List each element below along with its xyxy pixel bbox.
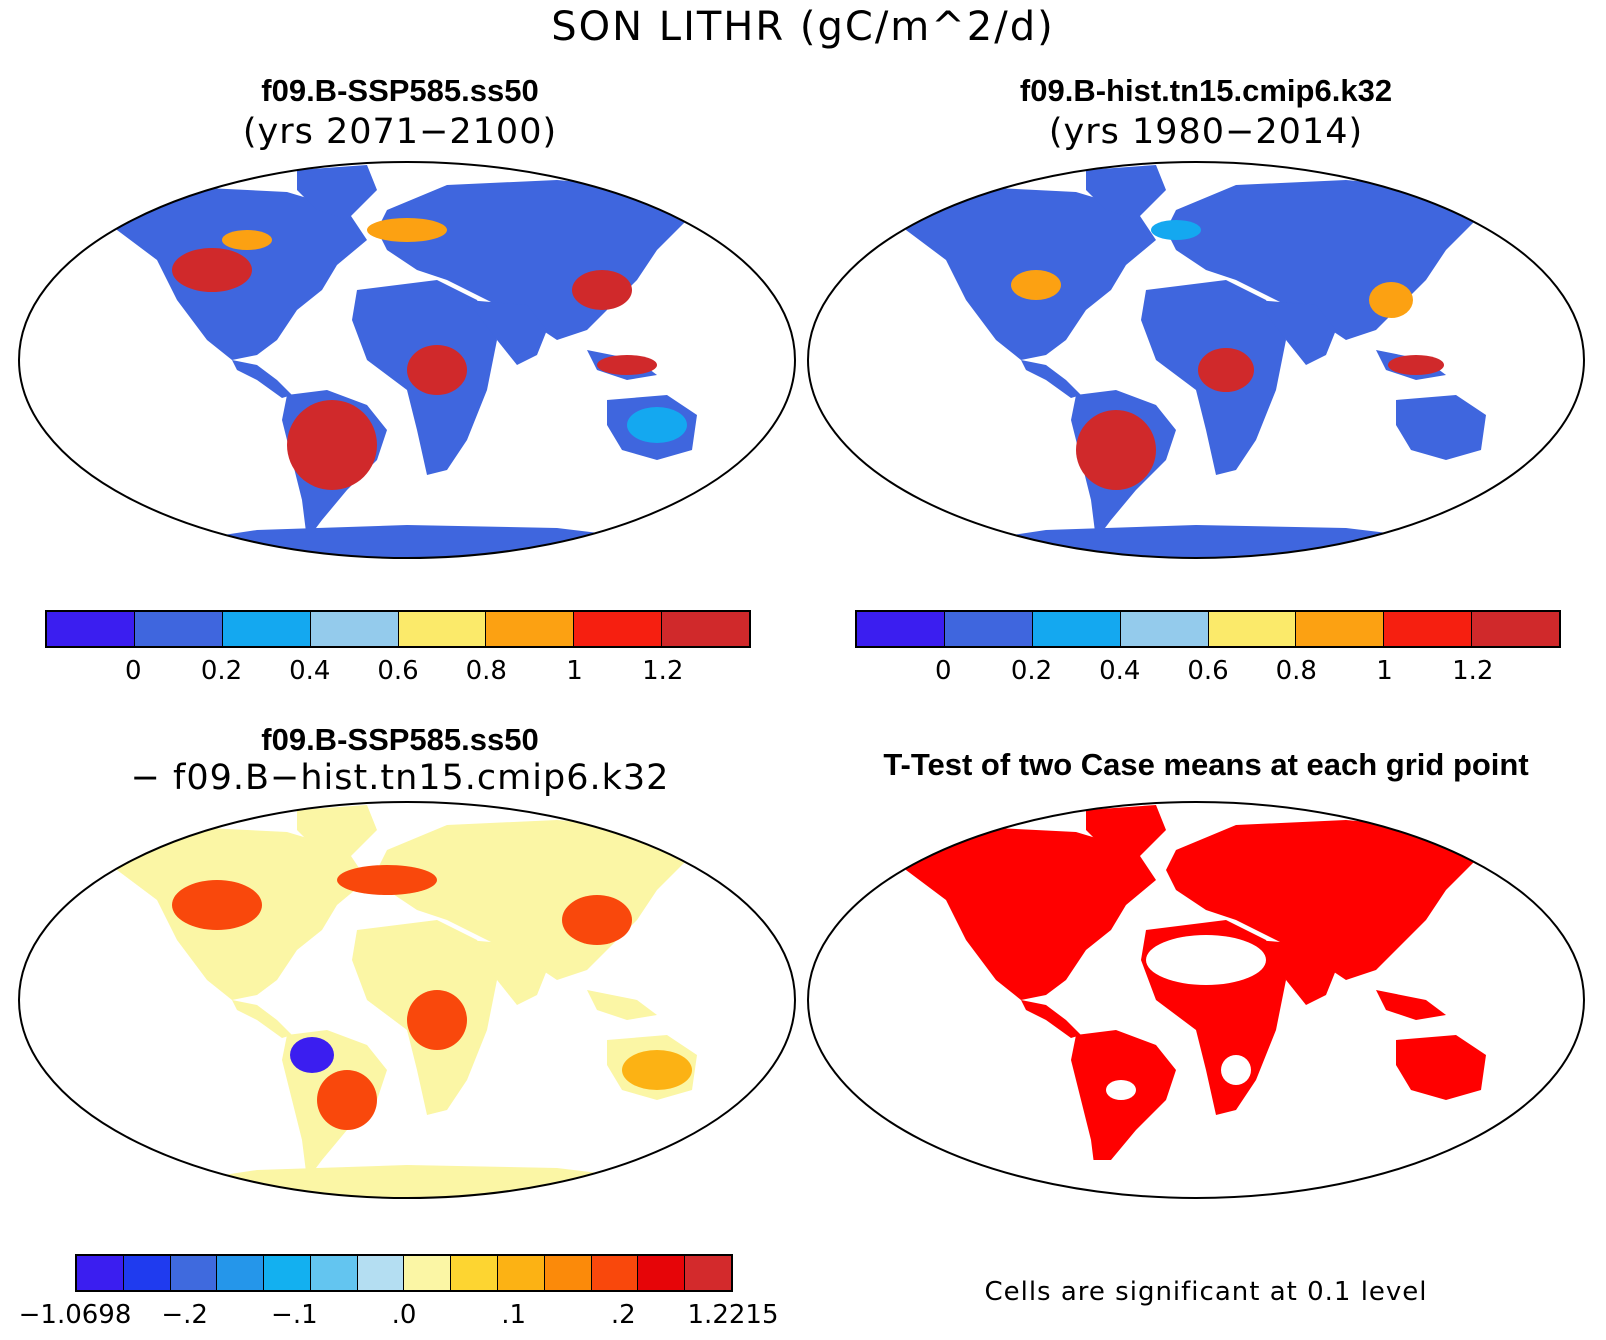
colorbar-swatch-12 <box>638 1256 686 1290</box>
colorbar-tick-label: −.1 <box>271 1300 318 1330</box>
colorbar-tick-label: 1.2 <box>1452 656 1494 686</box>
colorbar-swatch-3 <box>217 1256 265 1290</box>
colorbar-tick-label: 0.6 <box>377 656 419 686</box>
colorbar-swatch-1 <box>134 612 223 646</box>
colorbar-top-left: 0 0.2 0.4 0.6 0.8 1 1.2 <box>45 610 751 696</box>
colorbar-tick-label: 0.8 <box>465 656 507 686</box>
colorbar-swatch-4 <box>1208 612 1297 646</box>
colorbar-swatch-7 <box>404 1256 452 1290</box>
colorbar-swatches <box>855 610 1561 648</box>
colorbar-ticks: 0 0.2 0.4 0.6 0.8 1 1.2 <box>855 656 1561 696</box>
colorbar-swatch-6 <box>1384 612 1473 646</box>
map-border-top-left <box>18 161 796 559</box>
colorbar-swatch-9 <box>498 1256 545 1290</box>
colorbar-swatch-7 <box>662 612 749 646</box>
panel-title-top-left: f09.B-SSP585.ss50 <box>261 73 539 108</box>
colorbar-top-right: 0 0.2 0.4 0.6 0.8 1 1.2 <box>855 610 1561 696</box>
significance-footnote: Cells are significant at 0.1 level <box>984 1277 1428 1307</box>
colorbar-swatch-2 <box>222 612 311 646</box>
panel-subtitle-bottom-left: − f09.B−hist.tn15.cmip6.k32 <box>130 758 670 798</box>
colorbar-swatch-5 <box>310 1256 358 1290</box>
map-border-bottom-right <box>807 801 1585 1199</box>
colorbar-swatches <box>75 1254 733 1292</box>
colorbar-swatch-1 <box>944 612 1033 646</box>
colorbar-tick-label: −1.0698 <box>18 1300 132 1330</box>
colorbar-swatch-10 <box>544 1256 592 1290</box>
colorbar-swatch-5 <box>486 612 575 646</box>
colorbar-tick-label: 1 <box>1376 656 1393 686</box>
colorbar-tick-label: 0.6 <box>1187 656 1229 686</box>
colorbar-swatch-5 <box>1296 612 1385 646</box>
colorbar-swatches <box>45 610 751 648</box>
colorbar-tick-label: 1.2 <box>642 656 684 686</box>
colorbar-swatch-0 <box>77 1256 124 1290</box>
colorbar-bottom-left: −1.0698 −.2 −.1 .0 .1 .2 1.2215 <box>19 1254 779 1340</box>
panel-subtitle-top-right: (yrs 1980−2014) <box>1048 112 1364 152</box>
colorbar-swatch-4 <box>264 1256 311 1290</box>
colorbar-tick-label: 0.2 <box>1010 656 1053 686</box>
colorbar-tick-label: −.2 <box>161 1300 208 1330</box>
map-top-left <box>107 165 707 558</box>
colorbar-swatch-6 <box>357 1256 405 1290</box>
colorbar-swatch-3 <box>310 612 399 646</box>
colorbar-tick-label: 0 <box>124 656 142 686</box>
map-bottom-left <box>107 805 707 1198</box>
colorbar-swatch-2 <box>170 1256 218 1290</box>
panel-title-bottom-left: f09.B-SSP585.ss50 <box>261 722 539 757</box>
colorbar-swatch-3 <box>1120 612 1209 646</box>
colorbar-swatch-11 <box>591 1256 639 1290</box>
colorbar-swatch-4 <box>398 612 487 646</box>
panel-title-top-right: f09.B-hist.tn15.cmip6.k32 <box>1019 73 1393 108</box>
colorbar-tick-label: 0.4 <box>1099 656 1141 686</box>
colorbar-swatch-0 <box>857 612 945 646</box>
colorbar-swatch-8 <box>451 1256 499 1290</box>
colorbar-ticks: 0 0.2 0.4 0.6 0.8 1 1.2 <box>45 656 751 696</box>
colorbar-ticks: −1.0698 −.2 −.1 .0 .1 .2 1.2215 <box>19 1300 779 1340</box>
panel-title-bottom-right: T-Test of two Case means at each grid po… <box>883 747 1529 782</box>
colorbar-tick-label: 0 <box>934 656 952 686</box>
colorbar-tick-label: 0.8 <box>1275 656 1317 686</box>
map-border-bottom-left <box>18 801 796 1199</box>
map-bottom-right <box>896 805 1496 1198</box>
colorbar-swatch-6 <box>574 612 663 646</box>
colorbar-tick-label: 1.2215 <box>687 1300 779 1330</box>
colorbar-swatch-0 <box>47 612 135 646</box>
colorbar-swatch-1 <box>123 1256 171 1290</box>
map-top-right <box>896 165 1496 558</box>
panel-subtitle-top-left: (yrs 2071−2100) <box>242 112 558 152</box>
colorbar-tick-label: 0.4 <box>289 656 331 686</box>
figure-title: SON LITHR (gC/m^2/d) <box>551 4 1055 50</box>
colorbar-tick-label: 0.2 <box>200 656 243 686</box>
map-border-top-right <box>807 161 1585 559</box>
colorbar-tick-label: .2 <box>610 1300 636 1330</box>
colorbar-tick-label: .0 <box>391 1300 417 1330</box>
colorbar-swatch-13 <box>685 1256 731 1290</box>
colorbar-swatch-7 <box>1472 612 1559 646</box>
colorbar-tick-label: 1 <box>566 656 583 686</box>
colorbar-swatch-2 <box>1032 612 1121 646</box>
colorbar-tick-label: .1 <box>501 1300 527 1330</box>
